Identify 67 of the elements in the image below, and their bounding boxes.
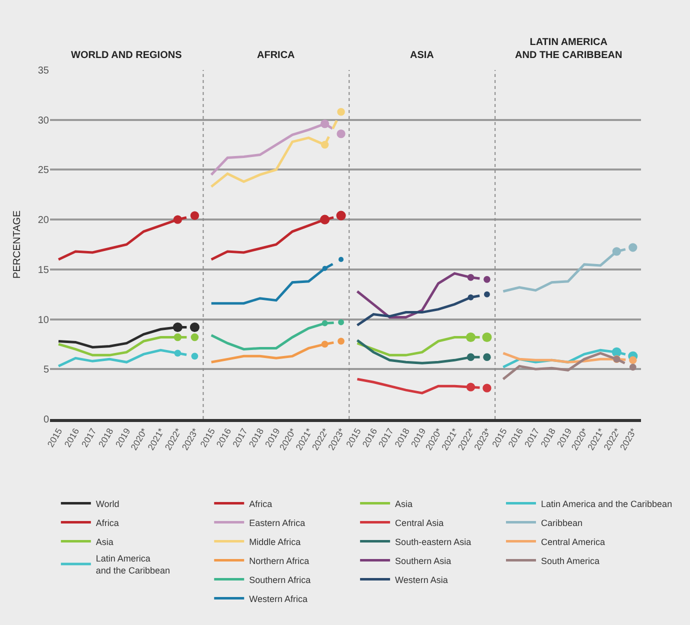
legend-label: Asia (395, 498, 413, 509)
point (190, 211, 200, 220)
point (190, 333, 199, 342)
point (466, 353, 475, 362)
point (321, 340, 328, 348)
point (466, 382, 476, 392)
legend-label: Africa (249, 498, 272, 509)
legend-label: Northern Africa (249, 556, 310, 566)
point (484, 291, 490, 298)
legend-label: Latin America and the Caribbean (540, 498, 672, 509)
point (467, 274, 474, 281)
point (320, 214, 330, 224)
legend-label: South-eastern Asia (395, 536, 472, 547)
legend-label: Africa (96, 518, 119, 528)
point (629, 364, 636, 371)
legend-label: South America (540, 556, 600, 566)
legend-label: World (96, 498, 120, 509)
point (191, 352, 198, 360)
point (468, 294, 474, 300)
point (172, 322, 182, 332)
point (483, 353, 491, 362)
point (628, 243, 638, 252)
chart-title: ASIA (410, 50, 434, 61)
y-tick-label: 5 (43, 364, 50, 376)
legend-label: Latin America and the Caribbean (96, 554, 170, 576)
point (320, 120, 330, 128)
point (482, 332, 492, 342)
y-tick-label: 35 (38, 66, 50, 76)
legend-label: Southern Africa (249, 574, 311, 585)
point (173, 215, 182, 224)
point (629, 356, 637, 364)
point (174, 333, 182, 342)
point (482, 384, 492, 392)
legend-label: Central America (540, 536, 606, 547)
point (322, 266, 328, 271)
point (337, 108, 345, 116)
legend-label: Eastern Africa (249, 518, 306, 528)
point (336, 210, 346, 220)
point (484, 276, 490, 283)
point (322, 320, 328, 326)
chart-title: AFRICA (257, 50, 295, 61)
point (338, 319, 344, 326)
legend-label: Asia (96, 536, 114, 547)
point (336, 129, 346, 138)
legend-label: Western Asia (395, 574, 448, 585)
legend-label: Western Africa (249, 594, 308, 604)
y-tick-label: 30 (38, 115, 50, 126)
point (174, 350, 182, 357)
chart-title: WORLD AND REGIONS (71, 50, 182, 61)
point (190, 322, 200, 332)
point (612, 247, 622, 256)
y-tick-label: 0 (43, 414, 50, 426)
point (338, 256, 344, 262)
y-tick-label: 10 (38, 314, 50, 326)
legend-label: Caribbean (540, 518, 583, 528)
point (612, 347, 622, 357)
y-tick-label: 25 (38, 165, 50, 176)
legend-label: Central Asia (395, 518, 444, 528)
point (466, 332, 476, 342)
point (320, 140, 329, 149)
legend-label: Southern Asia (395, 556, 452, 566)
y-axis-title: PERCENTAGE (12, 210, 23, 279)
y-tick-label: 20 (38, 215, 50, 226)
chart-title: LATIN AMERICA AND THE CARIBBEAN (515, 37, 622, 61)
point (338, 338, 344, 345)
legend-label: Middle Africa (249, 536, 301, 547)
y-tick-label: 15 (38, 264, 50, 276)
